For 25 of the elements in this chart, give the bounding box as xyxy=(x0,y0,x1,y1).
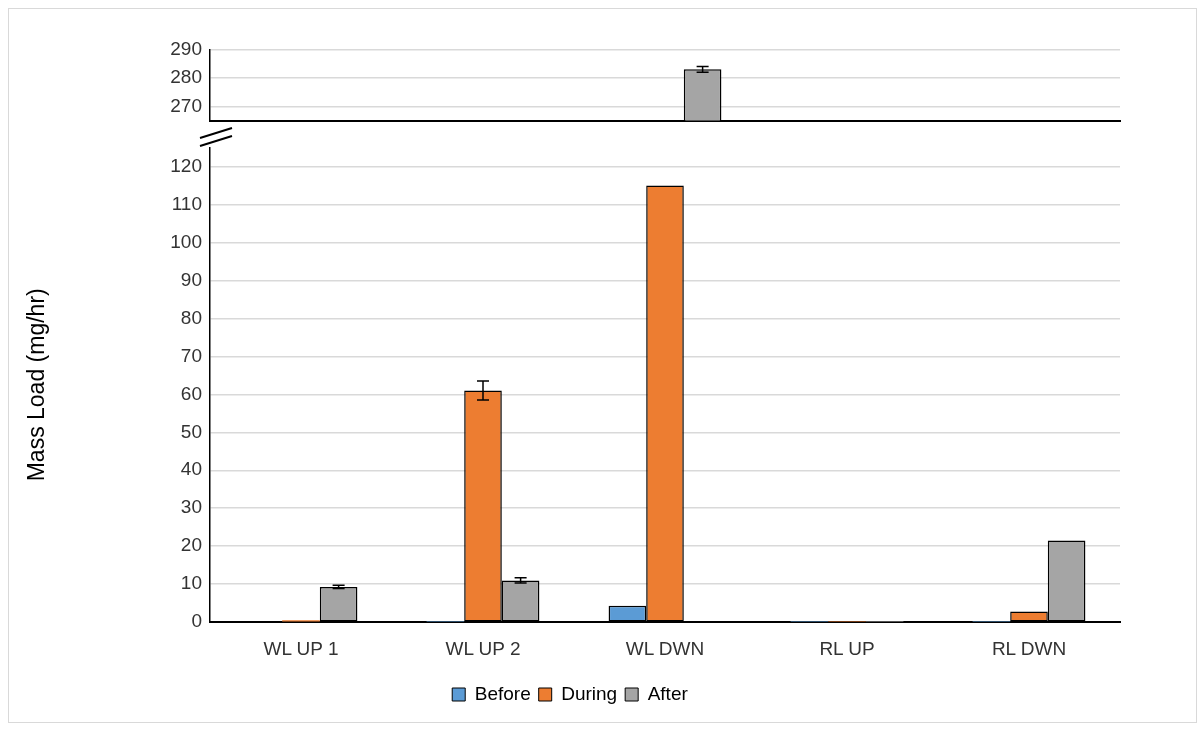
y-tick-label: 30 xyxy=(180,496,202,518)
y-tick-label: 290 xyxy=(170,37,202,59)
x-tick-label: WL UP 2 xyxy=(445,637,521,659)
legend-label: During xyxy=(561,682,618,704)
y-tick-label: 10 xyxy=(180,572,202,594)
y-tick-label: 50 xyxy=(180,420,202,442)
x-tick-label: RL DWN xyxy=(991,637,1067,659)
y-tick-label: 60 xyxy=(180,382,202,404)
y-tick-label: 40 xyxy=(180,458,202,480)
x-tick-label: WL DWN xyxy=(625,637,705,659)
y-tick-label: 100 xyxy=(170,230,202,252)
y-tick-label: 20 xyxy=(180,534,202,556)
legend-label: After xyxy=(647,682,689,704)
y-tick-label: 120 xyxy=(170,154,202,176)
y-tick-label: 280 xyxy=(170,66,202,88)
legend-label: Before xyxy=(474,682,531,704)
y-tick-label: 90 xyxy=(180,268,202,290)
y-tick-label: 110 xyxy=(171,192,202,214)
x-tick-label: RL UP xyxy=(819,637,875,659)
y-tick-label: 0 xyxy=(191,610,202,632)
y-tick-label: 80 xyxy=(180,306,202,328)
y-tick-label: 270 xyxy=(170,94,202,116)
y-tick-label: 70 xyxy=(180,344,202,366)
x-tick-label: WL UP 1 xyxy=(263,637,339,659)
y-axis-title: Mass Load (mg/hr) xyxy=(23,288,50,482)
